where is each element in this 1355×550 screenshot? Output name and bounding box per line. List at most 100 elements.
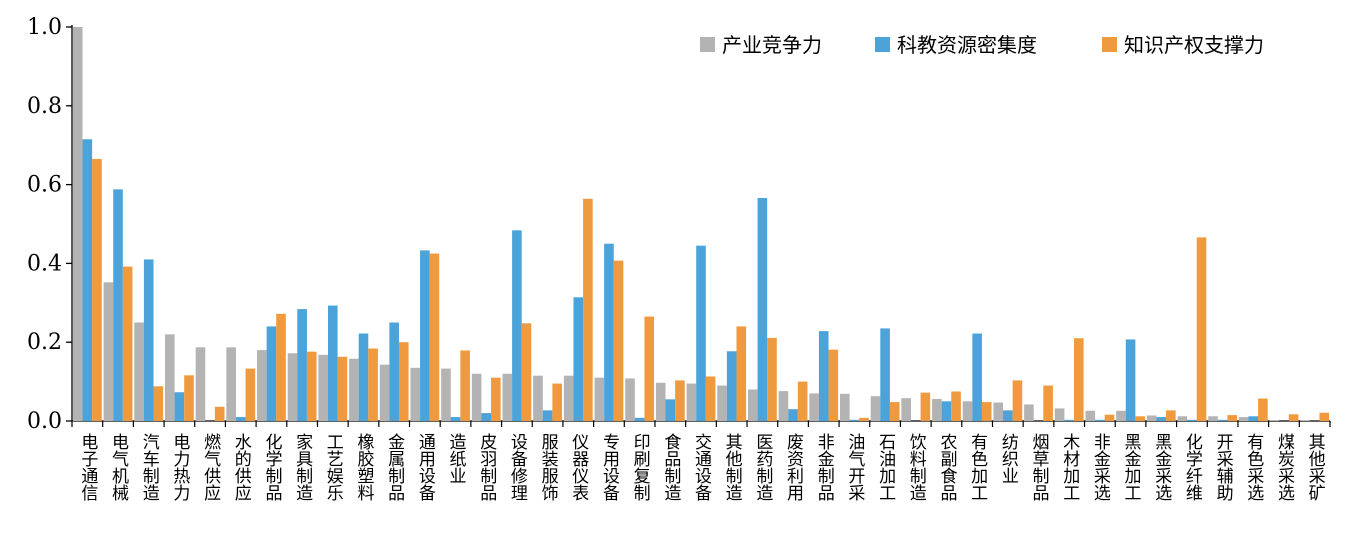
bar-1-13 <box>441 368 451 421</box>
bar-3-31 <box>1012 380 1023 421</box>
bar-3-10 <box>368 348 378 421</box>
bar-3-25 <box>828 349 839 421</box>
bar-3-2 <box>122 266 133 421</box>
category-label: 橡胶塑料 <box>353 433 374 501</box>
category-label: 食品制造 <box>660 433 681 501</box>
category-label: 黑金采选 <box>1151 433 1172 501</box>
category-label: 燃气供应 <box>200 433 221 501</box>
bar-3-32 <box>1043 385 1053 421</box>
bar-2-8 <box>297 309 307 421</box>
bar-1-9 <box>318 354 328 421</box>
category-label: 农副食品 <box>936 433 957 501</box>
bar-2-4 <box>174 392 185 421</box>
category-label: 其他采矿 <box>1305 433 1326 501</box>
bar-3-26 <box>859 417 869 421</box>
category-label: 纺织业 <box>998 433 1019 484</box>
bar-1-25 <box>809 393 819 421</box>
bar-3-38 <box>1227 415 1238 421</box>
category-label: 非金采选 <box>1090 433 1111 501</box>
bar-3-19 <box>644 316 655 421</box>
legend: 产业竞争力 科教资源密集度 知识产权支撑力 <box>700 33 1264 57</box>
bar-1-27 <box>870 396 881 421</box>
bar-2-13 <box>450 417 461 421</box>
bar-2-30 <box>972 333 982 421</box>
bar-3-28 <box>920 392 931 421</box>
bar-1-22 <box>717 385 727 421</box>
bar-3-22 <box>736 326 747 421</box>
bar-3-36 <box>1166 410 1176 421</box>
bar-1-5 <box>195 347 206 421</box>
bar-2-22 <box>726 351 737 421</box>
bar-2-9 <box>328 305 338 421</box>
y-tick-label: 0.4 <box>27 251 62 276</box>
bar-3-1 <box>92 158 102 422</box>
category-label: 木材加工 <box>1059 433 1080 501</box>
bar-1-8 <box>287 353 298 421</box>
category-label: 通用设备 <box>415 433 436 501</box>
bar-2-16 <box>542 410 553 421</box>
bar-1-3 <box>134 322 144 421</box>
category-label: 皮羽制品 <box>476 433 497 501</box>
bar-2-14 <box>481 413 492 421</box>
bar-1-36 <box>1146 415 1157 421</box>
bar-2-37 <box>1187 419 1197 421</box>
category-label: 有色采选 <box>1243 433 1264 501</box>
category-label: 化学纤维 <box>1182 433 1203 501</box>
category-label: 黑金加工 <box>1121 433 1142 501</box>
category-label: 有色加工 <box>967 433 988 501</box>
bar-2-1 <box>82 139 93 422</box>
bar-2-17 <box>573 297 584 421</box>
category-label: 烟草制品 <box>1029 433 1050 501</box>
category-label: 电子通信 <box>77 433 98 501</box>
bar-1-17 <box>563 375 574 421</box>
bar-3-30 <box>981 402 992 421</box>
bar-2-36 <box>1156 417 1167 421</box>
bar-2-27 <box>880 328 890 421</box>
bar-2-26 <box>849 419 860 421</box>
bar-1-23 <box>747 389 758 421</box>
bar-2-23 <box>757 198 768 421</box>
bar-2-29 <box>941 401 952 421</box>
bar-3-4 <box>184 375 194 421</box>
bar-1-21 <box>686 383 697 421</box>
bar-3-3 <box>153 386 164 421</box>
category-label: 金属制品 <box>384 433 405 501</box>
bar-1-1 <box>72 27 83 421</box>
y-tick-label: 0.2 <box>27 330 62 355</box>
category-label: 仪器仪表 <box>568 433 589 501</box>
bar-3-24 <box>797 381 808 421</box>
bar-1-41 <box>1300 420 1310 421</box>
bar-1-31 <box>993 402 1004 421</box>
bar-1-33 <box>1054 408 1065 421</box>
category-label: 印刷复制 <box>630 433 651 501</box>
legend-swatch <box>1102 37 1117 52</box>
bar-2-25 <box>818 331 829 421</box>
y-tick-label: 0.0 <box>27 409 62 434</box>
y-tick-label: 1.0 <box>27 15 62 40</box>
bar-2-21 <box>696 245 706 421</box>
category-label: 煤炭采选 <box>1274 433 1295 501</box>
category-label: 家具制造 <box>292 433 313 501</box>
category-label: 化学制品 <box>261 433 282 501</box>
bar-3-8 <box>306 351 317 421</box>
bar-3-16 <box>552 383 562 421</box>
bar-3-37 <box>1196 237 1207 421</box>
bar-1-40 <box>1269 420 1280 421</box>
legend-label: 知识产权支撑力 <box>1124 33 1264 57</box>
bar-2-34 <box>1095 419 1105 421</box>
bar-3-40 <box>1288 414 1299 421</box>
bar-3-21 <box>705 376 716 421</box>
category-label: 电气机械 <box>108 433 128 501</box>
legend-label: 产业竞争力 <box>722 33 822 57</box>
category-label: 交通设备 <box>691 433 712 501</box>
bar-1-2 <box>103 282 114 421</box>
category-label: 水的供应 <box>231 433 252 501</box>
bar-3-33 <box>1074 338 1084 421</box>
bar-1-29 <box>932 398 942 421</box>
bar-1-37 <box>1177 416 1188 421</box>
bar-3-5 <box>214 406 225 421</box>
bar-2-15 <box>512 230 522 421</box>
bar-3-20 <box>675 380 685 421</box>
bar-1-35 <box>1116 410 1126 421</box>
bar-1-7 <box>257 350 267 421</box>
